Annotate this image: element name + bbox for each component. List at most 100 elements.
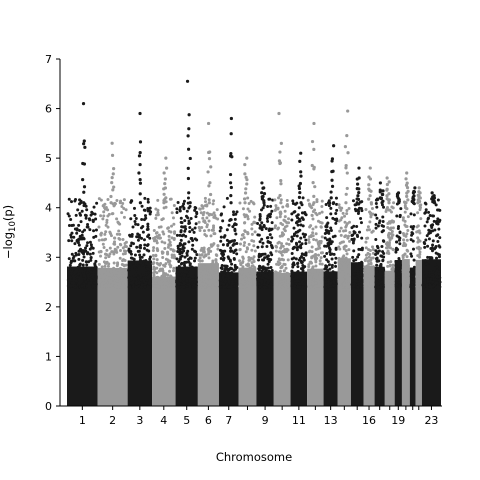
snp-point	[222, 270, 226, 274]
snp-point	[69, 259, 73, 263]
snp-point	[369, 215, 373, 219]
snp-point	[279, 141, 283, 145]
y-tick-label: 1	[45, 350, 52, 363]
snp-point	[280, 253, 284, 257]
snp-point	[329, 206, 333, 210]
snp-point	[230, 155, 234, 159]
snp-point	[295, 243, 299, 247]
snp-point	[330, 265, 334, 269]
snp-point	[114, 248, 118, 252]
snp-point	[69, 276, 73, 280]
snp-point	[92, 276, 96, 280]
snp-point	[405, 186, 410, 190]
snp-point	[271, 198, 275, 202]
snp-point	[199, 284, 203, 288]
snp-point	[368, 210, 372, 214]
snp-point	[120, 211, 124, 215]
snp-point	[264, 227, 268, 231]
snp-point	[211, 285, 215, 289]
snp-point	[169, 247, 173, 251]
snp-point	[345, 222, 349, 226]
snp-point	[248, 266, 252, 270]
snp-point	[233, 222, 237, 226]
snp-point	[404, 234, 408, 238]
snp-point	[195, 253, 199, 257]
snp-point	[353, 231, 357, 235]
snp-point	[357, 261, 361, 265]
snp-point	[436, 233, 440, 237]
snp-point	[267, 284, 271, 288]
snp-point	[108, 252, 112, 256]
snp-point	[368, 272, 372, 276]
snp-point	[330, 184, 335, 188]
snp-point	[261, 194, 265, 199]
snp-point	[257, 255, 261, 259]
snp-point	[109, 234, 113, 238]
snp-point	[387, 232, 391, 236]
snp-point	[121, 258, 125, 262]
snp-point	[266, 257, 270, 261]
snp-point	[99, 268, 103, 272]
chromosome-19-bulk	[394, 260, 402, 406]
snp-point	[225, 264, 229, 268]
snp-point	[229, 249, 233, 253]
snp-point	[355, 187, 359, 191]
snp-point	[298, 190, 302, 195]
snp-point	[295, 214, 299, 218]
snp-point	[175, 233, 179, 237]
snp-point	[312, 147, 316, 151]
snp-point	[163, 274, 167, 278]
snp-point	[162, 232, 166, 236]
snp-point	[398, 259, 402, 263]
snp-point	[385, 182, 389, 187]
snp-point	[325, 258, 329, 262]
snp-point	[357, 210, 361, 214]
snp-point	[323, 236, 327, 240]
snp-point	[200, 253, 204, 257]
snp-point	[138, 192, 142, 196]
snp-point	[266, 254, 270, 258]
snp-point	[182, 242, 186, 246]
snp-point	[223, 267, 227, 271]
snp-point	[166, 226, 170, 230]
snp-point	[115, 271, 119, 275]
snp-point	[193, 249, 197, 253]
snp-point	[375, 249, 378, 253]
snp-point	[279, 201, 283, 205]
snp-point	[375, 263, 379, 267]
snp-point	[140, 283, 144, 287]
snp-point	[268, 215, 272, 219]
snp-point	[299, 236, 303, 240]
snp-point	[203, 196, 207, 200]
snp-point	[103, 206, 107, 210]
snp-point	[273, 198, 277, 202]
snp-point	[240, 271, 244, 275]
snp-point	[297, 206, 301, 210]
snp-point	[115, 279, 119, 283]
snp-point	[166, 252, 170, 256]
snp-point	[76, 267, 80, 271]
snp-point	[133, 219, 137, 223]
snp-point	[344, 229, 348, 233]
snp-point	[423, 281, 427, 285]
snp-point	[278, 284, 282, 288]
snp-point	[130, 241, 134, 245]
snp-point	[122, 198, 126, 202]
snp-point	[423, 211, 427, 215]
snp-point	[378, 196, 382, 200]
snp-point	[299, 243, 303, 247]
snp-point	[339, 268, 343, 272]
snp-point	[374, 222, 378, 226]
snp-point	[287, 217, 291, 221]
chromosome-18-bulk	[384, 270, 395, 406]
snp-point	[290, 235, 294, 239]
snp-point	[385, 197, 389, 201]
snp-point	[415, 274, 419, 278]
snp-point	[359, 284, 363, 288]
snp-point	[146, 197, 150, 201]
snp-point	[348, 230, 352, 234]
snp-point	[297, 275, 301, 279]
snp-point	[392, 201, 396, 205]
snp-point	[311, 227, 315, 231]
snp-point	[162, 201, 166, 205]
